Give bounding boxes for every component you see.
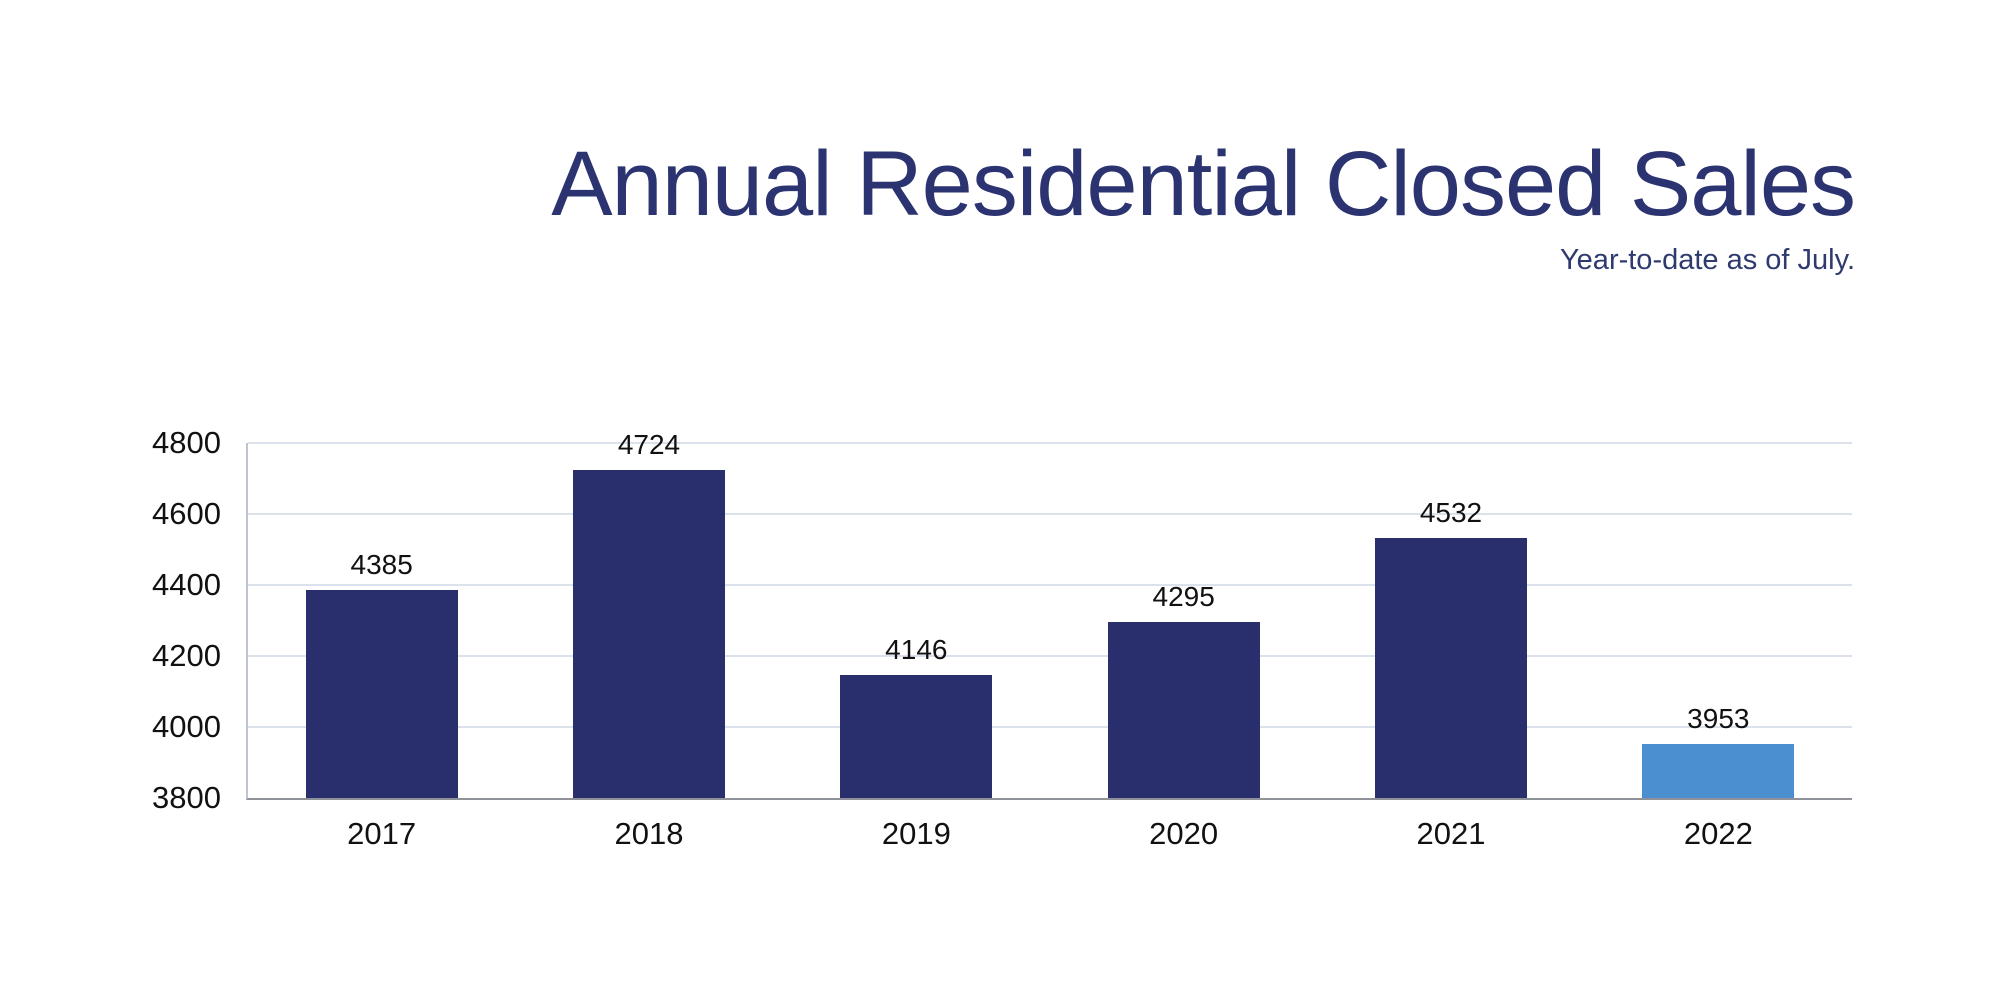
x-tick-label-2017: 2017: [347, 816, 417, 851]
bar-2019: [840, 675, 993, 798]
gridline-4800: [248, 442, 1852, 444]
x-tick-label-2019: 2019: [881, 816, 951, 851]
bar-2021: [1375, 538, 1527, 798]
y-tick-label-4200: 4200: [152, 638, 221, 673]
y-tick-label-4600: 4600: [152, 496, 221, 531]
gridline-4400: [248, 584, 1852, 586]
bar-2022: [1642, 743, 1795, 798]
gridline-4600: [248, 513, 1852, 515]
bar-2018: [573, 469, 725, 798]
bar-value-label-2018: 4724: [617, 428, 681, 460]
x-tick-label-2020: 2020: [1149, 816, 1219, 851]
gridline-4200: [248, 655, 1852, 657]
bar-value-label-2021: 4532: [1419, 497, 1483, 529]
bar-2017: [305, 590, 458, 798]
bar-2020: [1107, 622, 1260, 798]
bar-value-label-2019: 4146: [885, 634, 948, 666]
chart-title: Annual Residential Closed Sales: [551, 133, 1856, 235]
x-tick-label-2018: 2018: [614, 816, 684, 851]
bar-value-label-2020: 4295: [1152, 581, 1215, 613]
chart-subtitle: Year-to-date as of July.: [1560, 244, 1855, 276]
y-tick-label-4000: 4000: [152, 709, 221, 744]
x-tick-label-2021: 2021: [1416, 816, 1486, 851]
gridline-4000: [248, 726, 1852, 728]
bar-chart-plot-area: 4385 2017 4724 2018 4146 2019 4295 2020 4532 2021…: [246, 429, 1852, 851]
x-tick-label-2022: 2022: [1683, 816, 1753, 851]
y-tick-label-3800: 3800: [152, 780, 221, 815]
y-tick-label-4400: 4400: [152, 567, 221, 602]
y-tick-label-4800: 4800: [152, 425, 221, 460]
bar-value-label-2017: 4385: [350, 549, 413, 581]
bar-value-label-2022: 3953: [1687, 702, 1750, 734]
chart-header: Annual Residential Closed Sales Year-to-…: [551, 133, 1856, 277]
